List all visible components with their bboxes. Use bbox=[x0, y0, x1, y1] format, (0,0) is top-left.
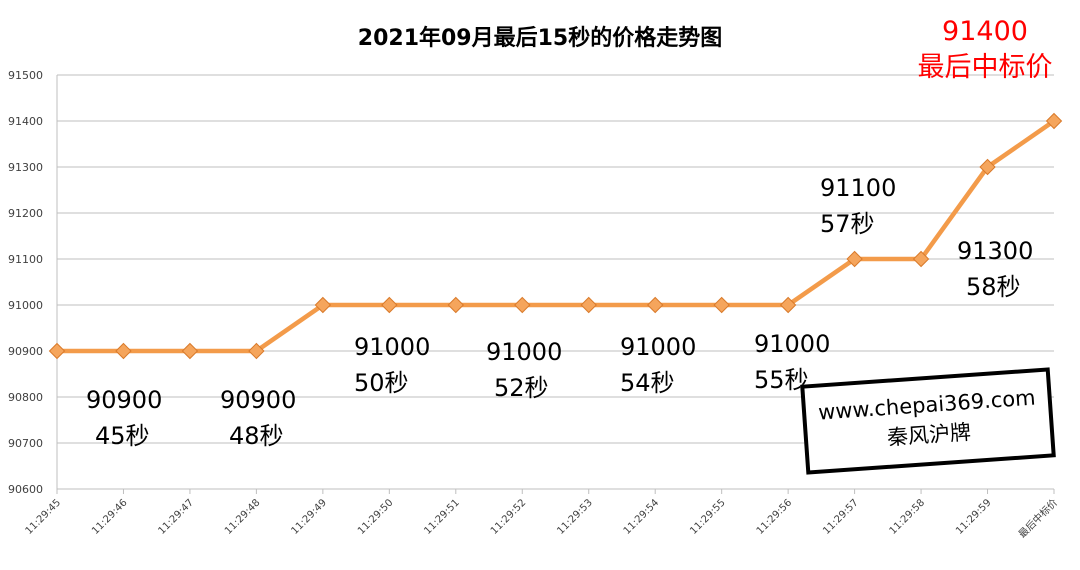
annotation-value: 91000 bbox=[486, 338, 563, 366]
x-tick-label: 11:29:57 bbox=[821, 497, 861, 537]
series-line bbox=[54, 118, 1057, 354]
annotation-time: 45秒 bbox=[95, 422, 150, 450]
data-point bbox=[1045, 112, 1063, 130]
watermark-stamp: www.chepai369.com 秦风沪牌 bbox=[800, 367, 1056, 475]
y-tick-label: 90900 bbox=[8, 345, 43, 358]
x-tick-label: 11:29:54 bbox=[622, 497, 662, 537]
annotation-57s: 91100 57秒 bbox=[820, 170, 896, 242]
x-tick-label: 11:29:55 bbox=[688, 497, 728, 537]
x-tick-label: 11:29:48 bbox=[223, 497, 263, 537]
annotation-value: 91000 bbox=[354, 333, 431, 361]
annotation-time: 50秒 bbox=[354, 369, 409, 397]
annotation-time: 48秒 bbox=[229, 422, 284, 450]
data-point bbox=[912, 250, 930, 268]
y-tick-label: 90600 bbox=[8, 483, 43, 496]
y-tick-label: 91500 bbox=[8, 69, 43, 82]
annotation-value: 91300 bbox=[957, 237, 1034, 265]
annotation-45s: 90900 45秒 bbox=[86, 382, 162, 454]
final-annotation: 91400 最后中标价 bbox=[910, 14, 1060, 86]
data-point bbox=[48, 342, 66, 360]
data-point bbox=[314, 296, 332, 314]
annotation-value: 91000 bbox=[754, 330, 831, 358]
y-tick-label: 90800 bbox=[8, 391, 43, 404]
y-tick-label: 91100 bbox=[8, 253, 43, 266]
data-point bbox=[979, 158, 996, 176]
x-tick-label: 11:29:58 bbox=[888, 497, 928, 537]
y-tick-label: 91300 bbox=[8, 161, 43, 174]
data-point bbox=[846, 250, 863, 268]
annotation-time: 57秒 bbox=[820, 210, 875, 238]
annotation-48s: 90900 48秒 bbox=[220, 382, 296, 454]
annotation-value: 90900 bbox=[86, 386, 163, 414]
annotation-value: 91100 bbox=[820, 174, 897, 202]
data-point bbox=[248, 342, 265, 360]
data-point bbox=[713, 296, 730, 314]
annotation-50s: 91000 50秒 bbox=[354, 329, 430, 401]
y-tick-label: 91400 bbox=[8, 115, 43, 128]
x-tick-label: 11:29:59 bbox=[954, 497, 994, 537]
annotation-value: 91000 bbox=[620, 333, 697, 361]
final-value: 91400 bbox=[942, 16, 1028, 47]
x-tick-label: 最后中标价 bbox=[1016, 496, 1061, 541]
annotation-55s: 91000 55秒 bbox=[754, 326, 830, 398]
x-tick-label: 11:29:49 bbox=[289, 497, 329, 537]
x-tick-label: 11:29:52 bbox=[489, 497, 529, 537]
y-tick-label: 90700 bbox=[8, 437, 43, 450]
y-tick-label: 91000 bbox=[8, 299, 43, 312]
x-tick-label: 11:29:56 bbox=[755, 497, 795, 537]
annotation-54s: 91000 54秒 bbox=[620, 329, 696, 401]
annotation-value: 90900 bbox=[220, 386, 297, 414]
annotation-58s: 91300 58秒 bbox=[957, 233, 1033, 305]
data-point bbox=[447, 296, 465, 314]
data-point bbox=[181, 342, 199, 360]
data-point bbox=[646, 296, 664, 314]
annotation-time: 52秒 bbox=[494, 374, 549, 402]
x-tick-label: 11:29:46 bbox=[90, 497, 130, 537]
data-point bbox=[580, 296, 597, 314]
annotation-time: 58秒 bbox=[966, 273, 1021, 301]
data-point bbox=[779, 296, 797, 314]
final-label: 最后中标价 bbox=[917, 52, 1053, 83]
x-tick-label: 11:29:51 bbox=[422, 497, 462, 537]
x-tick-label: 11:29:45 bbox=[24, 497, 64, 537]
annotation-time: 54秒 bbox=[620, 369, 675, 397]
y-tick-label: 91200 bbox=[8, 207, 43, 220]
data-point bbox=[115, 342, 132, 360]
annotation-52s: 91000 52秒 bbox=[486, 334, 562, 406]
data-point bbox=[381, 296, 398, 314]
x-tick-label: 11:29:47 bbox=[157, 497, 197, 537]
annotation-time: 55秒 bbox=[754, 366, 809, 394]
chart-title: 2021年09月最后15秒的价格走势图 bbox=[357, 26, 723, 51]
x-tick-label: 11:29:53 bbox=[555, 497, 595, 537]
data-point bbox=[514, 296, 531, 314]
x-tick-label: 11:29:50 bbox=[356, 497, 396, 537]
